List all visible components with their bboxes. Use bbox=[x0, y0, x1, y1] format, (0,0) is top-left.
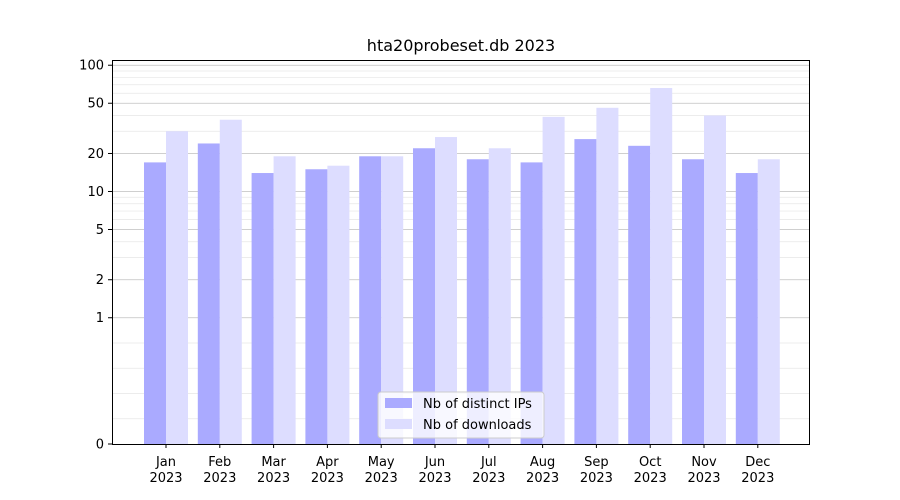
x-tick-label: Mar 2023 bbox=[257, 455, 290, 486]
bar-distinct-ips bbox=[251, 173, 274, 444]
y-tick-label: 20 bbox=[87, 147, 104, 162]
bars-layer bbox=[144, 88, 780, 445]
legend: Nb of distinct IPs Nb of downloads bbox=[377, 391, 545, 439]
bar-distinct-ips bbox=[574, 139, 597, 444]
bar-downloads bbox=[488, 148, 511, 444]
bar-downloads bbox=[435, 137, 457, 444]
y-tick-label: 0 bbox=[96, 438, 104, 453]
bar-downloads bbox=[273, 156, 296, 444]
x-tick-label: Apr 2023 bbox=[311, 455, 344, 486]
bar-distinct-ips bbox=[197, 143, 220, 444]
bar-distinct-ips bbox=[359, 156, 382, 444]
bar-downloads bbox=[219, 119, 242, 445]
x-tick-label: Dec 2023 bbox=[741, 455, 774, 486]
x-tick-label: Sep 2023 bbox=[580, 455, 613, 486]
bar-distinct-ips bbox=[305, 169, 328, 444]
bar-downloads bbox=[166, 131, 188, 444]
bar-downloads bbox=[596, 107, 619, 444]
x-tick-label: Nov 2023 bbox=[687, 455, 720, 486]
chart-title: hta20probeset.db 2023 bbox=[367, 36, 555, 55]
bar-downloads bbox=[704, 115, 726, 445]
bar-distinct-ips bbox=[466, 159, 489, 445]
y-tick-label: 2 bbox=[96, 273, 104, 288]
x-tick-label: May 2023 bbox=[365, 455, 398, 486]
bar-downloads bbox=[381, 156, 404, 444]
x-tick-label: Jan 2023 bbox=[149, 455, 182, 486]
legend-swatch-downloads bbox=[385, 419, 412, 429]
legend-swatch-distinct-ips bbox=[385, 398, 412, 408]
plot-frame bbox=[112, 60, 810, 445]
x-tick-label: Jun 2023 bbox=[418, 455, 451, 486]
y-tick-label: 10 bbox=[87, 185, 104, 200]
bar-downloads bbox=[542, 116, 565, 445]
y-axis: 0 1 2 5 10 20 50 100 bbox=[79, 59, 112, 453]
bar-distinct-ips bbox=[628, 145, 651, 444]
y-tick-label: 5 bbox=[96, 223, 104, 238]
y-tick-label: 100 bbox=[79, 59, 104, 74]
bar-downloads bbox=[757, 159, 780, 445]
x-tick-label: Aug 2023 bbox=[526, 455, 559, 486]
legend-box bbox=[377, 391, 545, 439]
bar-distinct-ips bbox=[682, 159, 704, 445]
bar-distinct-ips bbox=[413, 148, 435, 444]
x-tick-label: Jul 2023 bbox=[472, 455, 505, 486]
x-axis: Jan 2023 Feb 2023 Mar 2023 Apr 2023 May 2023 Jun 20… bbox=[149, 444, 774, 486]
bar-downloads bbox=[650, 88, 673, 445]
bar-downloads bbox=[327, 165, 350, 444]
y-tick-label: 50 bbox=[87, 97, 104, 112]
legend-label-downloads: Nb of downloads bbox=[423, 418, 532, 433]
bar-distinct-ips bbox=[144, 162, 166, 444]
legend-label-distinct-ips: Nb of distinct IPs bbox=[423, 397, 532, 412]
bar-distinct-ips bbox=[520, 162, 543, 444]
bar-distinct-ips bbox=[735, 173, 758, 444]
y-tick-label: 1 bbox=[96, 311, 104, 326]
x-tick-label: Feb 2023 bbox=[203, 455, 236, 486]
x-tick-label: Oct 2023 bbox=[634, 455, 667, 486]
